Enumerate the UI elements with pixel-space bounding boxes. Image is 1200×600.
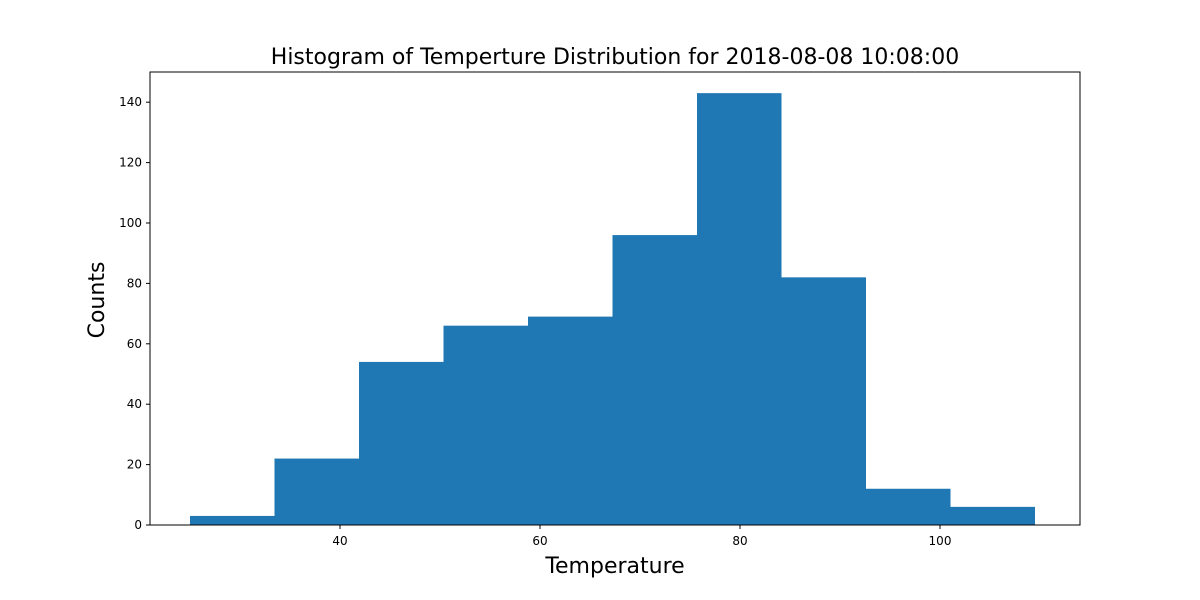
histogram-bar bbox=[781, 277, 866, 525]
plot-frame bbox=[149, 71, 1081, 526]
histogram-bar bbox=[443, 325, 528, 525]
bars-group bbox=[190, 93, 1035, 525]
y-tick-label: 60 bbox=[127, 337, 142, 351]
histogram-bar bbox=[866, 488, 951, 525]
chart-title: Histogram of Temperture Distribution for… bbox=[271, 45, 959, 70]
histogram-bar bbox=[359, 361, 444, 525]
y-tick-label: 0 bbox=[134, 518, 142, 532]
x-tick-label: 40 bbox=[332, 534, 347, 548]
y-tick-label: 100 bbox=[119, 216, 142, 230]
x-tick-label: 100 bbox=[929, 534, 952, 548]
x-tick-label: 60 bbox=[532, 534, 547, 548]
y-tick-label: 120 bbox=[119, 156, 142, 170]
histogram-bar bbox=[528, 316, 613, 525]
histogram-bar bbox=[190, 515, 275, 525]
y-tick-label: 20 bbox=[127, 458, 142, 472]
y-tick-label: 140 bbox=[119, 95, 142, 109]
x-axis-ticks: 40 60 80 100 bbox=[332, 525, 951, 548]
y-tick-label: 40 bbox=[127, 397, 142, 411]
histogram-bar bbox=[274, 458, 359, 525]
histogram-bar bbox=[950, 506, 1035, 525]
histogram-bar bbox=[612, 235, 697, 525]
histogram-bar bbox=[697, 93, 782, 525]
y-axis-ticks: 0 20 40 60 80 100 120 140 bbox=[119, 95, 150, 532]
y-tick-label: 80 bbox=[127, 276, 142, 290]
x-tick-label: 80 bbox=[732, 534, 747, 548]
x-axis-label: Temperature bbox=[544, 554, 684, 579]
y-axis-label: Counts bbox=[85, 262, 110, 339]
